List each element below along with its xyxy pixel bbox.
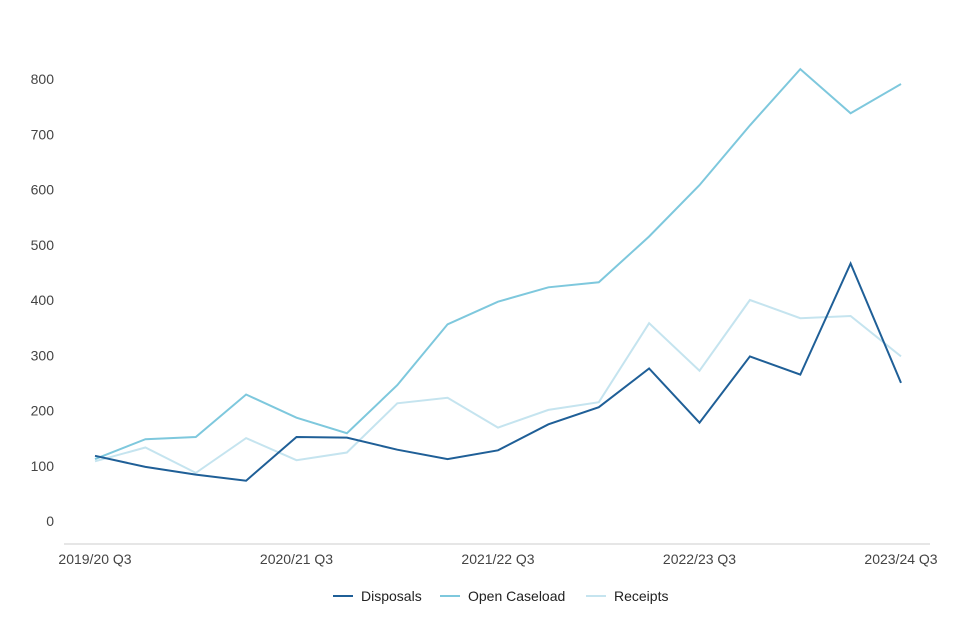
series-line-receipts xyxy=(94,298,902,475)
series-line-open-caseload xyxy=(94,67,902,461)
series-line-disposals xyxy=(94,261,902,482)
y-tick-label: 500 xyxy=(31,237,55,253)
y-tick-label: 200 xyxy=(31,403,55,419)
legend-item-open-caseload: Open Caseload xyxy=(440,588,565,604)
y-tick-label: 300 xyxy=(31,347,55,363)
x-tick-label: 2023/24 Q3 xyxy=(864,551,937,567)
legend-label: Disposals xyxy=(361,588,422,604)
legend-item-disposals: Disposals xyxy=(333,588,422,604)
y-tick-label: 800 xyxy=(31,71,55,87)
x-tick-label: 2019/20 Q3 xyxy=(58,551,131,567)
y-tick-label: 100 xyxy=(31,458,55,474)
legend-label: Open Caseload xyxy=(468,588,565,604)
x-tick-label: 2021/22 Q3 xyxy=(461,551,534,567)
y-tick-label: 400 xyxy=(31,292,55,308)
x-axis: 2019/20 Q3 2020/21 Q3 2021/22 Q3 2022/23 Q3… xyxy=(58,551,937,567)
y-tick-label: 700 xyxy=(31,126,55,142)
y-axis: 0 100 200 300 400 500 600 700 800 xyxy=(31,71,55,529)
series-lines xyxy=(94,67,902,482)
legend: Disposals Open Caseload Receipts xyxy=(333,588,668,604)
legend-item-receipts: Receipts xyxy=(586,588,668,604)
y-tick-label: 600 xyxy=(31,182,55,198)
x-tick-label: 2022/23 Q3 xyxy=(663,551,736,567)
y-tick-label: 0 xyxy=(46,513,54,529)
x-tick-label: 2020/21 Q3 xyxy=(260,551,333,567)
legend-label: Receipts xyxy=(614,588,668,604)
